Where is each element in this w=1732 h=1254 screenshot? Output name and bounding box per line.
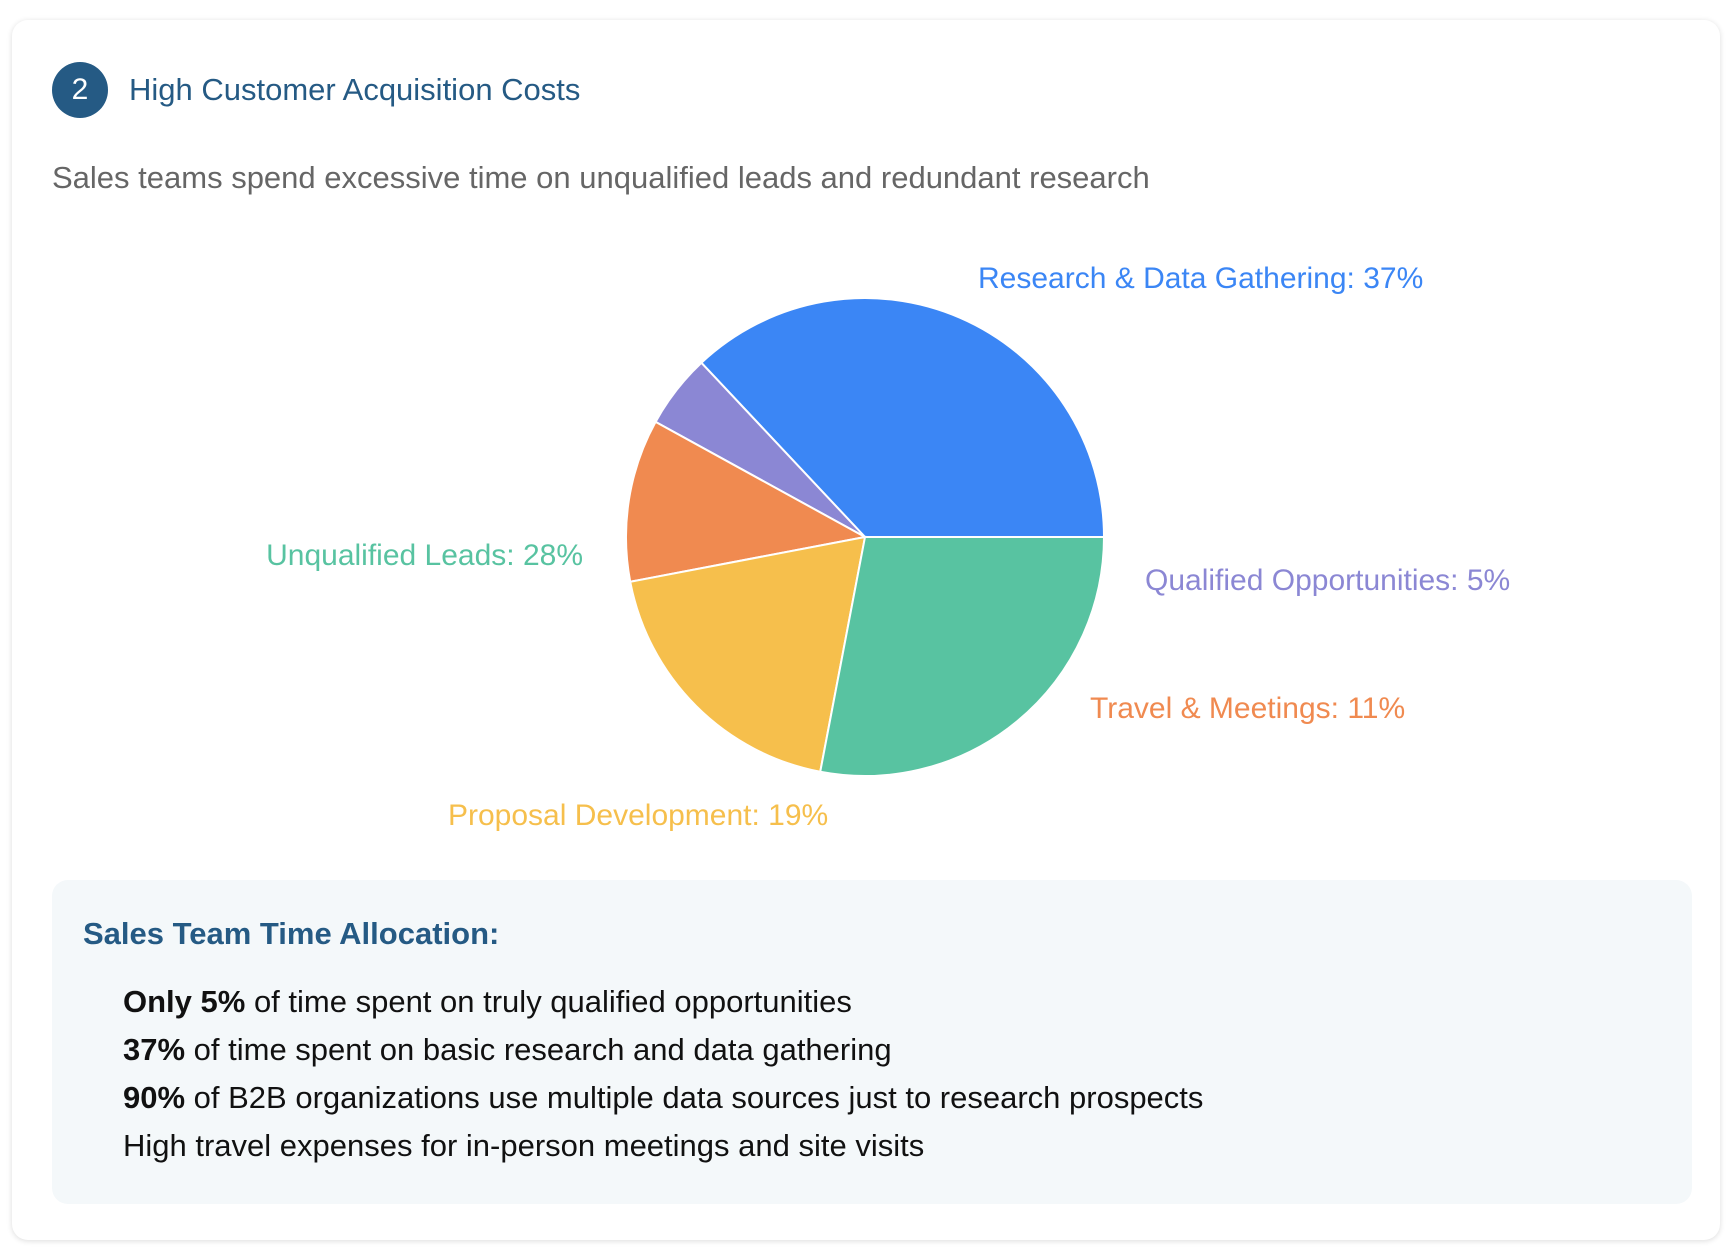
stats-item-text: of time spent on basic research and data… <box>185 1032 892 1067</box>
stats-item: Only 5% of time spent on truly qualified… <box>123 978 1203 1026</box>
pie-label-proposal-development: Proposal Development: 19% <box>448 799 828 832</box>
stats-item-highlight: 90% <box>123 1080 186 1115</box>
step-number-badge: 2 <box>52 62 108 118</box>
stats-item-highlight: 37% <box>123 1032 186 1067</box>
pie-label-travel-meetings: Travel & Meetings: 11% <box>1090 692 1405 725</box>
pie-labels: Research & Data Gathering: 37% Qualified … <box>266 262 1510 832</box>
stats-item: 37% of time spent on basic research and … <box>123 1026 1203 1074</box>
pie-slice-proposal-development <box>629 535 867 773</box>
pie-label-research-data-gathering: Research & Data Gathering: 37% <box>978 262 1423 295</box>
card-subtitle: Sales teams spend excessive time on unqu… <box>52 160 1150 195</box>
stats-item-text: High travel expenses for in-person meeti… <box>123 1128 925 1163</box>
stats-item-text: of B2B organizations use multiple data s… <box>185 1080 1204 1115</box>
stats-item: High travel expenses for in-person meeti… <box>123 1122 1203 1170</box>
pie-label-qualified-opportunities: Qualified Opportunities: 5% <box>1145 564 1510 597</box>
card-title: High Customer Acquisition Costs <box>129 72 581 107</box>
pie-slice-travel-meetings <box>625 420 868 583</box>
stats-list: Only 5% of time spent on truly qualified… <box>123 978 1203 1170</box>
pie-slice-unqualified-leads <box>819 536 1106 777</box>
pie-slices <box>625 297 1106 777</box>
stats-item: 90% of B2B organizations use multiple da… <box>123 1074 1203 1122</box>
pie-slice-research-data-gathering <box>699 297 1106 538</box>
stats-item-text: of time spent on truly qualified opportu… <box>245 984 852 1019</box>
pie-label-unqualified-leads: Unqualified Leads: 28% <box>266 539 583 572</box>
stats-item-highlight: Only 5% <box>123 984 246 1019</box>
stats-panel: Sales Team Time Allocation: Only 5% of t… <box>52 880 1692 1204</box>
problem-card: 2 High Customer Acquisition Costs Sales … <box>12 20 1720 1240</box>
stats-title: Sales Team Time Allocation: <box>83 916 500 951</box>
pie-chart: Research & Data Gathering: 37% Qualified … <box>266 262 1510 832</box>
